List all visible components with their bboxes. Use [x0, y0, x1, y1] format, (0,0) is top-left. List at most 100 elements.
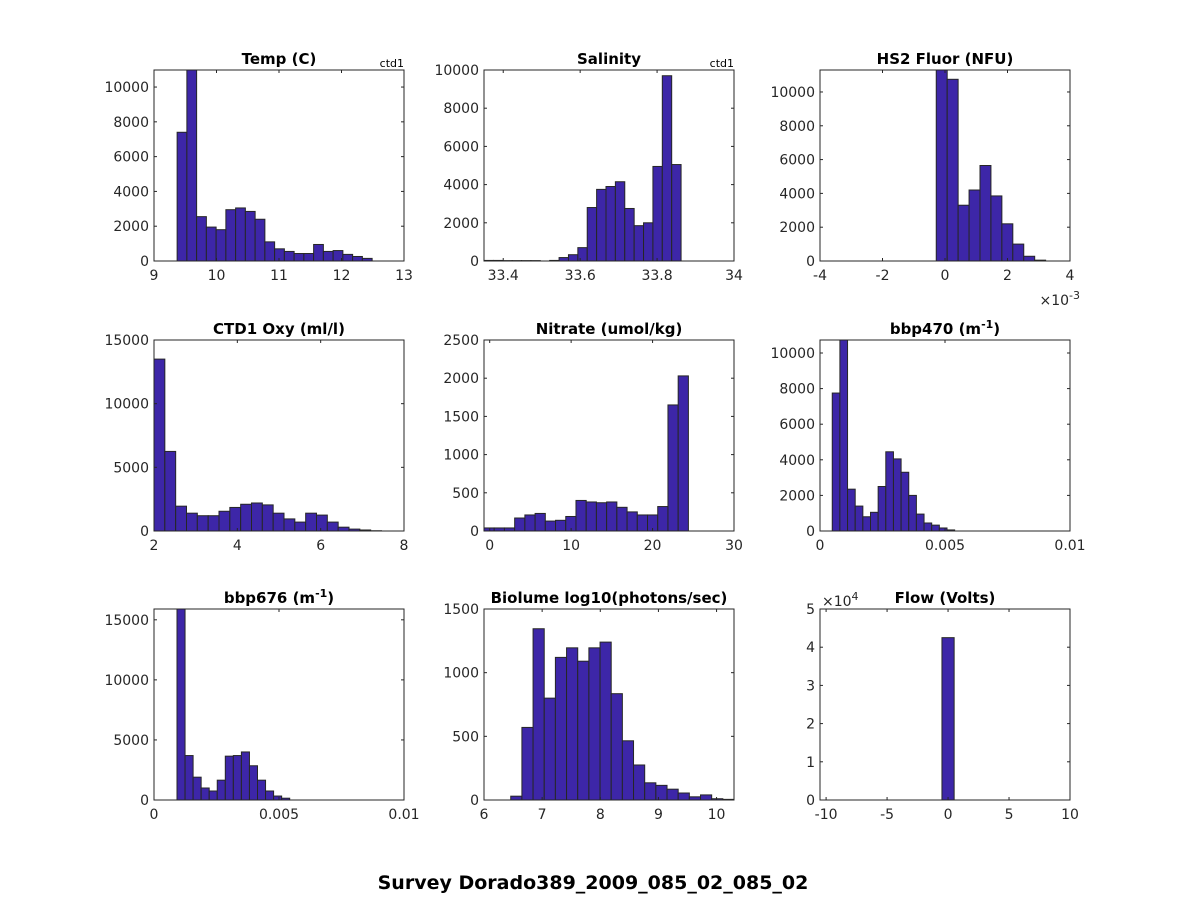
histogram-bar	[1023, 255, 1036, 262]
x-tick-label: 0	[816, 538, 825, 554]
x-tick-label: 4	[233, 538, 242, 554]
exponent-superscript: 4	[852, 590, 859, 603]
axes-box	[483, 339, 735, 532]
x-tick-label: 0.005	[259, 807, 299, 823]
histogram-bar	[261, 504, 274, 532]
y-tick-label: 10000	[104, 673, 149, 689]
histogram-bar	[596, 188, 607, 262]
exponent-superscript: -3	[1069, 289, 1080, 302]
y-tick-label: 5	[806, 602, 815, 618]
y-tick-label: 3	[806, 678, 815, 694]
histogram-bar	[666, 788, 679, 801]
histogram-bar	[941, 637, 955, 801]
y-tick-label: 10000	[770, 85, 815, 101]
x-tick-label: 34	[725, 268, 743, 284]
histogram-bar	[218, 510, 231, 532]
x-exponent-label: ×10-3	[1039, 289, 1080, 309]
histogram-panel: 0 0.005 0.01 0 5000 10000 15000 bbp676 (m-1)	[104, 587, 419, 823]
y-tick-label: 0	[806, 254, 815, 270]
histogram-bar	[643, 222, 654, 262]
histogram-panel: 0 10 20 30 0 500 1000 1500 2000 2500 Nitrate (umol…	[443, 320, 743, 554]
histogram-bar	[184, 755, 194, 801]
histogram-bar	[671, 164, 682, 262]
histogram-bar	[543, 697, 556, 801]
histogram-bar	[153, 358, 166, 532]
y-tick-label: 2000	[779, 488, 815, 504]
panel-title: HS2 Fluor (NFU)	[877, 50, 1014, 68]
histogram-panel: 0 0.005 0.01 0 2000 4000 6000 8000 10000 bbp470 (…	[770, 318, 1085, 554]
x-tick-label: 7	[538, 807, 547, 823]
y-tick-label: 0	[806, 793, 815, 809]
histogram-bar	[915, 513, 925, 532]
y-tick-label: 500	[452, 729, 479, 745]
histogram-bar	[200, 787, 210, 801]
histogram-bar	[244, 210, 256, 262]
histogram-bar	[567, 254, 579, 262]
x-tick-label: 8	[596, 807, 605, 823]
histogram-bar	[566, 647, 579, 801]
y-tick-label: 2000	[113, 219, 149, 235]
histogram-bar	[626, 511, 638, 532]
histogram-bar	[272, 512, 285, 532]
x-tick-label: 0	[941, 268, 950, 284]
figure-suptitle: Survey Dorado389_2009_085_02_085_02	[378, 872, 809, 894]
histogram-panel: 6 7 8 9 10 0 500 1000 1500 Biolume log10(photons/…	[443, 589, 735, 823]
x-tick-label: 5	[1005, 807, 1014, 823]
histogram-bar	[935, 69, 948, 262]
histogram-panel: 9 10 11 12 13 0 2000 4000 6000 8000 10000 Temp (C) c…	[104, 50, 412, 284]
y-tick-label: 2	[806, 717, 815, 733]
y-tick-label: 8000	[779, 382, 815, 398]
histogram-bar	[352, 255, 363, 262]
y-exponent-label: ×104	[822, 590, 859, 610]
axes-box	[819, 339, 1071, 532]
y-tick-label: 6000	[779, 153, 815, 169]
histogram-bar	[877, 485, 887, 532]
y-tick-label: 4000	[113, 184, 149, 200]
x-tick-label: 9	[150, 268, 159, 284]
histogram-bar	[342, 253, 354, 262]
histogram-bar	[633, 764, 646, 801]
histogram-bar	[968, 189, 981, 262]
histogram-bar	[616, 506, 628, 532]
histogram-bar	[1012, 243, 1025, 262]
histogram-bar	[313, 243, 324, 262]
axes-box	[153, 339, 405, 532]
histogram-bar	[908, 494, 917, 532]
histogram-bar	[164, 450, 177, 532]
y-tick-label: 4000	[443, 178, 479, 194]
y-tick-label: 1000	[443, 448, 479, 464]
panel-title: Flow (Volts)	[895, 589, 996, 607]
corner-label: ctd1	[380, 57, 404, 70]
histogram-bar	[524, 514, 536, 532]
x-tick-label: 0	[944, 807, 953, 823]
y-tick-label: 1	[806, 755, 815, 771]
title-superscript: -1	[315, 587, 327, 600]
histogram-bar	[605, 186, 616, 262]
y-tick-label: 0	[470, 254, 479, 270]
histogram-bar	[337, 526, 350, 532]
x-tick-label: 33.4	[488, 268, 519, 284]
histogram-bar	[854, 505, 864, 532]
histogram-bar	[839, 339, 849, 532]
histogram-bar	[624, 207, 635, 262]
histogram-bar	[216, 779, 226, 801]
histogram-bar	[657, 506, 669, 532]
x-tick-label: 33.8	[641, 268, 672, 284]
histogram-bar	[923, 522, 933, 532]
histogram-bar	[700, 794, 713, 801]
x-tick-label: 30	[725, 538, 743, 554]
panel-title: Temp (C)	[242, 50, 317, 68]
histogram-bar	[192, 776, 202, 801]
histogram-bar	[586, 207, 598, 262]
histogram-bar	[273, 795, 283, 801]
histogram-bar	[644, 782, 657, 801]
panel-title: bbp470 (m-1)	[890, 318, 1000, 338]
histogram-bar	[176, 131, 188, 262]
histogram-bar	[196, 216, 207, 262]
y-tick-label: 6000	[443, 139, 479, 155]
y-tick-label: 1000	[443, 666, 479, 682]
panel-title: Salinity	[577, 50, 641, 68]
histogram-bar	[957, 204, 970, 262]
x-tick-label: 13	[395, 268, 413, 284]
